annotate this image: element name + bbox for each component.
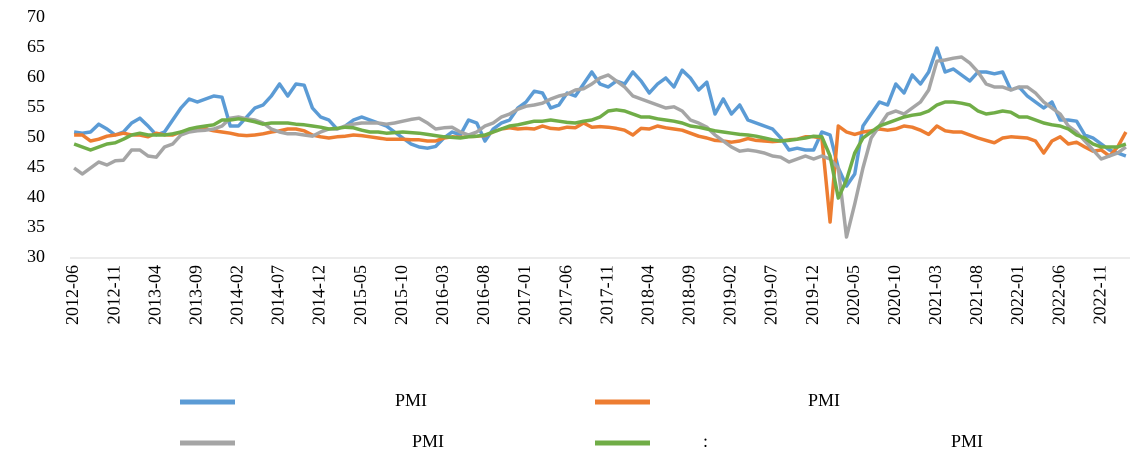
x-tick-label: 2021-08: [966, 265, 986, 325]
x-tick-label: 2020-05: [843, 265, 863, 325]
x-tick-label: 2017-11: [596, 265, 616, 324]
y-tick-label: 50: [27, 126, 45, 146]
x-tick-label: 2019-02: [720, 265, 740, 325]
x-tick-label: 2015-10: [391, 265, 411, 325]
y-tick-label: 70: [27, 6, 45, 26]
x-tick-label: 2014-02: [227, 265, 247, 325]
x-tick-label: 2019-07: [761, 265, 781, 325]
x-tick-label: 2014-12: [309, 265, 329, 325]
series-line: [74, 121, 1128, 224]
x-tick-label: 2018-09: [679, 265, 699, 325]
legend-label: PMI: [808, 390, 840, 410]
x-tick-label: 2020-10: [884, 265, 904, 325]
x-tick-label: 2022-06: [1048, 265, 1068, 325]
x-tick-label: 2021-03: [925, 265, 945, 325]
x-tick-label: 2022-01: [1007, 265, 1027, 325]
x-tick-label: 2015-05: [350, 265, 370, 325]
series-line: [73, 100, 1127, 200]
series-line: [73, 46, 1127, 188]
x-tick-label: 2019-12: [802, 265, 822, 325]
y-tick-label: 45: [27, 156, 45, 176]
legend-label: PMI: [412, 431, 444, 451]
x-tick-label: 2012-06: [62, 265, 82, 325]
y-tick-label: 30: [27, 246, 45, 266]
legend-label: : PMI: [703, 431, 983, 451]
x-tick-label: 2013-09: [185, 265, 205, 325]
y-tick-label: 55: [27, 96, 45, 116]
x-tick-label: 2014-07: [268, 265, 288, 325]
x-tick-label: 2022-11: [1089, 265, 1109, 324]
x-tick-label: 2017-06: [555, 265, 575, 325]
x-tick-label: 2018-04: [637, 265, 657, 325]
x-tick-label: 2013-04: [144, 265, 164, 325]
y-tick-label: 40: [27, 186, 45, 206]
x-tick-label: 2012-11: [103, 265, 123, 324]
y-tick-label: 65: [27, 36, 45, 56]
x-tick-label: 2016-03: [432, 265, 452, 325]
x-tick-label: 2016-08: [473, 265, 493, 325]
legend-label: PMI: [395, 390, 427, 410]
x-tick-label: 2017-01: [514, 265, 534, 325]
y-tick-label: 35: [27, 216, 45, 236]
y-tick-label: 60: [27, 66, 45, 86]
